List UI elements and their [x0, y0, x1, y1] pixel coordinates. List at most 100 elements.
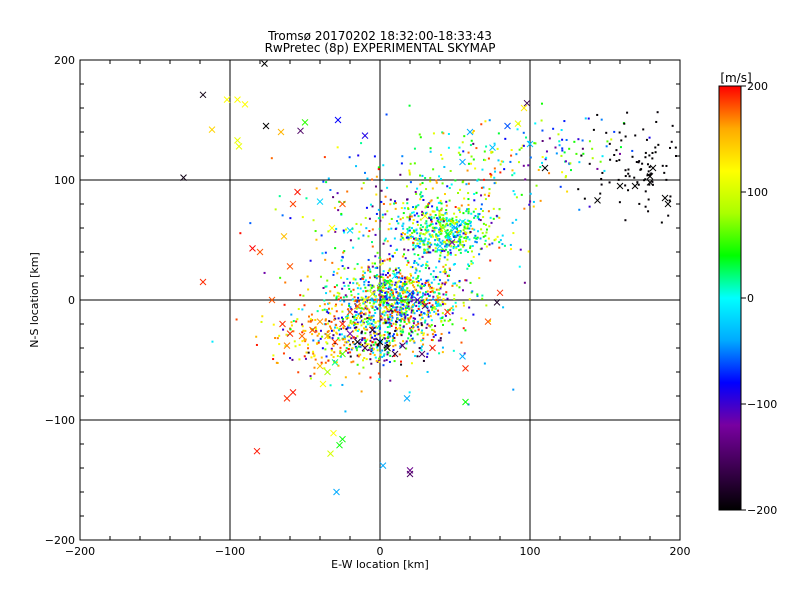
data-point: [455, 234, 458, 237]
data-point: [364, 290, 367, 293]
data-point: [446, 229, 449, 232]
data-point: [415, 301, 418, 304]
data-point: [381, 312, 384, 315]
data-point: [427, 203, 430, 206]
data-point: [370, 326, 373, 329]
data-point: [376, 346, 379, 349]
data-point: [424, 177, 427, 180]
data-point: [464, 222, 467, 225]
data-point: [442, 270, 445, 273]
data-point: [483, 362, 486, 365]
data-point: [354, 338, 361, 346]
data-point: [326, 309, 329, 312]
data-point: [369, 336, 372, 339]
data-point: [308, 315, 311, 318]
data-point: [365, 206, 368, 209]
data-point: [420, 299, 423, 302]
data-point: [480, 194, 483, 197]
colorbar-gradient: [718, 85, 742, 511]
data-point: [424, 222, 427, 225]
data-point: [368, 317, 371, 320]
data-point: [568, 147, 571, 150]
data-point: [646, 179, 654, 186]
data-point: [417, 275, 420, 278]
data-point: [432, 275, 435, 278]
data-point: [353, 318, 356, 321]
data-point: [409, 162, 412, 165]
data-point: [392, 296, 395, 299]
data-point: [360, 296, 363, 299]
data-point: [436, 237, 439, 240]
data-point: [488, 243, 491, 246]
data-point: [442, 132, 445, 135]
data-point: [424, 291, 427, 294]
data-point: [363, 313, 366, 316]
data-point: [494, 238, 497, 241]
data-point: [455, 219, 458, 222]
data-point: [433, 330, 436, 333]
data-point: [487, 194, 490, 197]
data-point: [426, 333, 429, 336]
data-point: [648, 136, 651, 139]
data-point: [323, 303, 326, 306]
data-point: [327, 302, 330, 305]
data-point: [382, 337, 385, 340]
data-point: [324, 251, 327, 254]
data-point: [438, 352, 441, 355]
data-point: [369, 319, 372, 322]
data-point: [338, 339, 341, 342]
data-point: [435, 227, 438, 230]
data-point: [654, 146, 657, 149]
data-point: [394, 281, 397, 284]
data-point: [432, 287, 435, 290]
data-point: [412, 322, 415, 325]
data-point: [348, 344, 351, 347]
data-point: [510, 154, 513, 157]
data-point: [523, 281, 526, 284]
data-point: [331, 359, 339, 366]
data-point: [339, 346, 342, 349]
data-point: [324, 318, 327, 321]
data-point: [383, 346, 386, 349]
data-point: [411, 280, 414, 283]
data-point: [456, 221, 459, 224]
data-point: [381, 355, 384, 358]
data-point: [395, 329, 398, 332]
data-point: [363, 337, 366, 340]
data-point: [396, 276, 399, 279]
data-point: [428, 302, 431, 305]
data-point: [588, 205, 591, 208]
data-point: [390, 284, 393, 287]
data-point: [268, 296, 276, 304]
data-point: [405, 302, 408, 305]
data-point: [442, 241, 445, 244]
data-point: [468, 227, 471, 230]
data-point: [368, 311, 371, 314]
data-point: [348, 287, 351, 290]
data-point: [409, 213, 412, 216]
data-point: [421, 212, 429, 220]
data-point: [414, 271, 417, 274]
data-point: [381, 311, 384, 314]
data-point: [408, 229, 411, 232]
data-point: [477, 178, 480, 181]
data-point: [281, 214, 284, 217]
data-point: [427, 230, 430, 233]
data-point: [400, 162, 403, 165]
data-point: [309, 326, 316, 334]
data-point: [446, 254, 449, 257]
data-point: [336, 291, 339, 294]
data-point: [401, 331, 404, 334]
data-point: [498, 216, 501, 219]
data-point: [348, 304, 351, 307]
data-point: [368, 346, 371, 349]
data-point: [390, 289, 393, 292]
data-point: [400, 318, 403, 321]
data-point: [340, 316, 343, 319]
data-point: [430, 235, 433, 238]
data-point: [380, 276, 383, 279]
data-point: [324, 323, 327, 326]
data-point: [392, 345, 395, 348]
data-point: [316, 362, 324, 370]
data-point: [330, 353, 333, 356]
